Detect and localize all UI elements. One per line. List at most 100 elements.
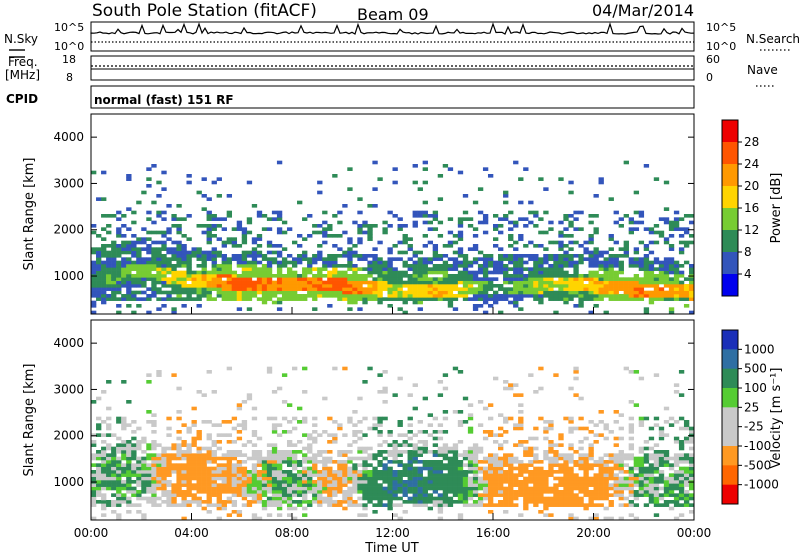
velocity-cell xyxy=(116,463,122,467)
power-cell xyxy=(261,290,268,295)
power-cell xyxy=(151,277,157,281)
power-cell xyxy=(302,294,308,298)
power-cell xyxy=(683,287,690,291)
velocity-cell xyxy=(231,486,238,491)
power-cell xyxy=(658,270,665,275)
velocity-cell xyxy=(347,460,353,464)
power-cell xyxy=(658,274,665,278)
power-cell xyxy=(337,210,343,215)
velocity-cell xyxy=(568,430,574,434)
velocity-cell xyxy=(457,410,464,414)
power-cell xyxy=(608,297,614,301)
power-cell xyxy=(437,174,444,178)
velocity-cell xyxy=(533,456,539,461)
velocity-cell xyxy=(548,420,554,424)
velocity-cell xyxy=(553,450,559,454)
velocity-cell xyxy=(563,453,569,457)
velocity-cell xyxy=(482,493,489,497)
velocity-cell xyxy=(176,463,182,467)
power-cell xyxy=(342,287,348,291)
power-cell xyxy=(297,234,303,238)
power-cell xyxy=(603,290,609,295)
power-cell xyxy=(633,297,640,301)
velocity-cell xyxy=(432,496,439,501)
velocity-cell xyxy=(613,420,619,424)
velocity-cell xyxy=(96,490,102,494)
velocity-cell xyxy=(482,490,489,494)
power-cell xyxy=(513,280,519,285)
power-cell xyxy=(322,220,328,225)
velocity-cell xyxy=(543,496,549,501)
velocity-cell xyxy=(493,463,499,467)
velocity-cell xyxy=(231,463,238,467)
velocity-cell xyxy=(618,490,624,494)
velocity-cell xyxy=(513,480,519,484)
velocity-cell xyxy=(96,396,102,401)
velocity-cell xyxy=(302,446,308,451)
velocity-cell xyxy=(166,456,172,461)
velocity-cell xyxy=(166,416,172,421)
velocity-cell xyxy=(332,460,338,464)
power-cell xyxy=(523,294,529,298)
velocity-cell xyxy=(498,443,504,447)
velocity-cell xyxy=(342,453,348,457)
power-cell xyxy=(322,240,328,245)
power-cell xyxy=(121,234,127,238)
velocity-cell xyxy=(668,490,675,494)
power-cell xyxy=(307,234,313,238)
power-cell xyxy=(101,290,107,295)
power-cell xyxy=(593,277,599,281)
velocity-cell xyxy=(327,486,333,491)
power-cell xyxy=(382,280,388,285)
power-cell xyxy=(146,310,152,315)
velocity-cell xyxy=(417,466,423,471)
velocity-cell xyxy=(628,430,635,434)
velocity-cell xyxy=(608,460,614,464)
velocity-cell xyxy=(583,426,589,431)
power-cell xyxy=(553,297,559,301)
velocity-cell xyxy=(246,393,253,397)
velocity-cell xyxy=(156,373,162,377)
power-cell xyxy=(276,300,283,305)
velocity-cell xyxy=(266,480,273,484)
power-cell xyxy=(663,297,670,301)
x-axis-label: Time UT xyxy=(364,541,418,554)
velocity-cell xyxy=(206,480,212,484)
power-cell xyxy=(643,277,650,281)
power-cell xyxy=(191,280,197,285)
power-cell xyxy=(261,264,268,268)
velocity-cell xyxy=(608,516,614,521)
velocity-cell xyxy=(126,463,132,467)
velocity-cell xyxy=(467,430,474,434)
velocity-cell xyxy=(101,506,107,511)
velocity-cell xyxy=(106,503,112,507)
power-cell xyxy=(151,274,157,278)
power-cell xyxy=(623,250,629,255)
velocity-cell xyxy=(573,516,579,521)
velocity-cell xyxy=(111,453,117,457)
velocity-cell xyxy=(206,490,212,494)
velocity-cell xyxy=(276,506,283,511)
velocity-cell xyxy=(372,493,378,497)
velocity-cell xyxy=(216,486,222,491)
power-cell xyxy=(678,297,685,301)
power-cell xyxy=(131,240,137,245)
power-cell xyxy=(367,290,373,295)
power-cell xyxy=(498,267,504,271)
velocity-cell xyxy=(121,420,127,424)
velocity-cell xyxy=(116,460,122,464)
velocity-cell xyxy=(377,460,383,464)
power-cell xyxy=(332,264,338,268)
velocity-cell xyxy=(96,473,102,477)
velocity-cell xyxy=(281,460,288,464)
velocity-cell xyxy=(317,476,323,481)
velocity-cell xyxy=(402,493,408,497)
power-cell xyxy=(236,227,243,231)
power-cell xyxy=(558,260,564,265)
power-cell xyxy=(498,287,504,291)
velocity-cell xyxy=(276,483,283,487)
velocity-cell xyxy=(412,443,418,447)
velocity-cell xyxy=(648,486,655,491)
velocity-cell xyxy=(191,420,197,424)
velocity-cell xyxy=(598,473,604,477)
